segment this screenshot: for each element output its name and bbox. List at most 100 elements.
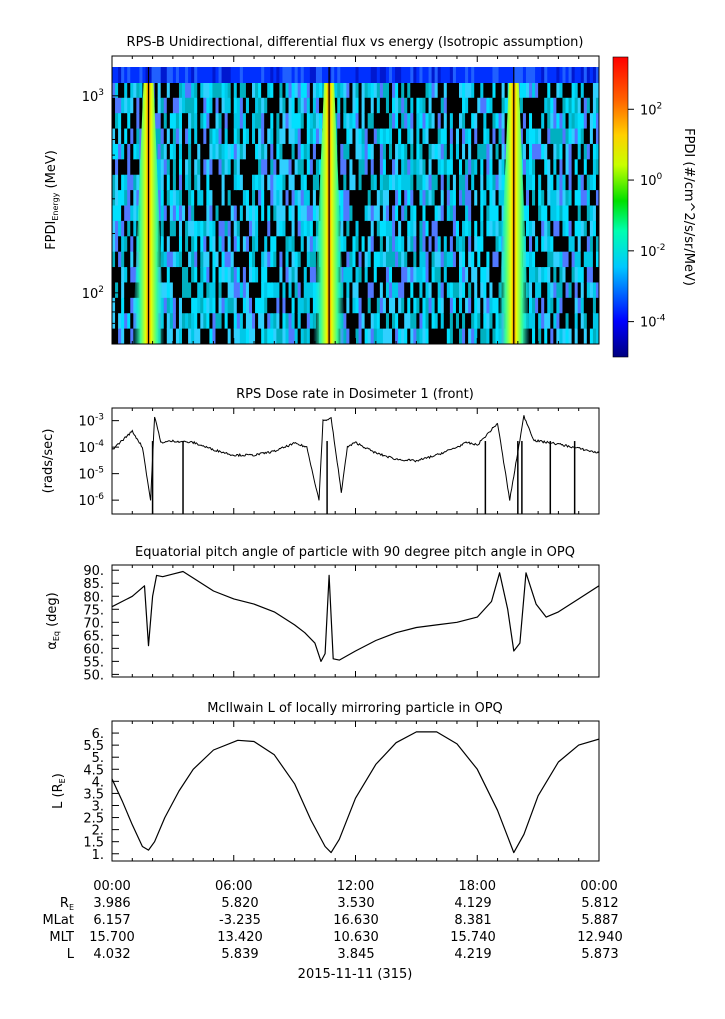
spectrogram-cell bbox=[364, 113, 369, 130]
spectrogram-cell bbox=[340, 128, 344, 145]
spectrogram-cell bbox=[303, 282, 308, 299]
spectrogram-cell bbox=[218, 282, 223, 299]
spectrogram-cell bbox=[212, 174, 217, 191]
spectrogram-cell bbox=[352, 220, 357, 237]
spectrogram-cell bbox=[595, 236, 599, 253]
spectrogram-cell bbox=[376, 236, 381, 253]
spectrogram-cell bbox=[532, 297, 536, 314]
spectrogram-cell bbox=[294, 205, 299, 222]
spectrogram-cell bbox=[565, 174, 570, 191]
spectrogram-cell bbox=[209, 174, 214, 191]
spectrogram-cell bbox=[492, 220, 497, 237]
spectrogram-cell bbox=[404, 159, 408, 176]
spectrogram-cell bbox=[279, 297, 284, 314]
spectrogram-cell bbox=[191, 282, 195, 299]
spectrogram-cell bbox=[398, 328, 402, 344]
spectrogram-cell bbox=[166, 251, 171, 268]
spectrogram-cell bbox=[559, 67, 564, 83]
spectrogram-cell bbox=[586, 236, 591, 253]
spectrogram-cell bbox=[413, 220, 417, 237]
spectrogram-cell bbox=[568, 205, 573, 222]
spectrogram-cell bbox=[501, 67, 506, 83]
spectrogram-cell bbox=[282, 174, 287, 191]
spectrogram-cell bbox=[288, 143, 293, 160]
spectrogram-cell bbox=[550, 113, 554, 130]
spectrogram-cell bbox=[185, 143, 189, 160]
spectrogram-cell bbox=[370, 97, 375, 114]
spectrogram-cell bbox=[252, 113, 256, 130]
spectrogram-cell bbox=[227, 297, 232, 314]
spectrogram-cell bbox=[477, 159, 481, 176]
spectrogram-cell bbox=[462, 220, 466, 237]
spectrogram-cell bbox=[227, 128, 232, 145]
spectrogram-cell bbox=[267, 297, 271, 314]
spectrogram-cell bbox=[413, 313, 417, 330]
spectrogram-cell bbox=[379, 143, 384, 160]
spectrogram-cell bbox=[294, 328, 299, 344]
spectrogram-cell bbox=[172, 282, 177, 299]
spectrogram-cell bbox=[586, 174, 591, 191]
spectrogram-cell bbox=[340, 113, 344, 130]
spectrogram-cell bbox=[422, 143, 427, 160]
spectrogram-cell bbox=[492, 159, 497, 176]
spectrogram-cell bbox=[175, 313, 180, 330]
spectrogram-cell bbox=[419, 267, 424, 284]
spectrogram-cell bbox=[166, 297, 171, 314]
spectrogram-cell bbox=[248, 67, 253, 83]
spectrogram-cell bbox=[163, 220, 168, 237]
spectrogram-cell bbox=[248, 267, 253, 284]
spectrogram-cell bbox=[273, 313, 277, 330]
spectrogram-cell bbox=[337, 128, 341, 145]
spectrogram-cell bbox=[118, 328, 122, 344]
spectrogram-cell bbox=[465, 97, 469, 114]
spectrogram-cell bbox=[258, 205, 262, 222]
spectrogram-cell bbox=[477, 97, 481, 114]
spectrogram-cell bbox=[395, 297, 399, 314]
spectrogram-cell bbox=[571, 113, 576, 130]
spectrogram-cell bbox=[586, 159, 591, 176]
spectrogram-cell bbox=[303, 159, 308, 176]
spectrogram-cell bbox=[279, 205, 284, 222]
spectrogram-cell bbox=[355, 282, 360, 299]
spectrogram-cell bbox=[227, 328, 232, 344]
spectrogram-cell bbox=[410, 159, 414, 176]
spectrogram-cell bbox=[115, 282, 119, 299]
spectrogram-cell bbox=[303, 313, 308, 330]
spectrogram-cell bbox=[510, 67, 515, 83]
spectrogram-cell bbox=[382, 67, 387, 83]
spectrogram-cell bbox=[568, 297, 573, 314]
spectrogram-cell bbox=[495, 190, 500, 207]
spectrogram-cell bbox=[200, 143, 204, 160]
spectrogram-cell bbox=[571, 128, 576, 145]
ephemeris-value: 5.839 bbox=[221, 947, 258, 962]
spectrogram-cell bbox=[233, 313, 238, 330]
spectrogram-cell bbox=[586, 143, 591, 160]
spectrogram-cell bbox=[188, 190, 192, 207]
spectrogram-cell bbox=[583, 174, 588, 191]
spectrogram-cell bbox=[233, 236, 238, 253]
spectrogram-cell bbox=[303, 143, 308, 160]
spectrogram-cell bbox=[279, 174, 284, 191]
spectrogram-cell bbox=[446, 67, 451, 83]
spectrogram-cell bbox=[477, 328, 481, 344]
spectrogram-cell bbox=[486, 159, 491, 176]
spectrogram-cell bbox=[218, 313, 223, 330]
spectrogram-cell bbox=[492, 297, 497, 314]
spectrogram-cell bbox=[367, 328, 372, 344]
spectrogram-cell bbox=[525, 236, 530, 253]
spectrogram-cell bbox=[178, 313, 183, 330]
spectrogram-cell bbox=[169, 236, 174, 253]
spectrogram-cell bbox=[133, 205, 137, 222]
spectrogram-cell bbox=[431, 205, 436, 222]
spectrogram-cell bbox=[267, 190, 271, 207]
spectrogram-cell bbox=[425, 236, 430, 253]
spectrogram-cell bbox=[318, 143, 323, 160]
spectrogram-cell bbox=[343, 251, 347, 268]
spectrogram-cell bbox=[446, 113, 451, 130]
spectrogram-cell bbox=[239, 82, 244, 99]
ephemeris-value: 6.157 bbox=[93, 913, 130, 928]
spectrogram-cell bbox=[343, 113, 347, 130]
spectrogram-cell bbox=[212, 267, 217, 284]
spectrogram-cell bbox=[264, 159, 268, 176]
spectrogram-cell bbox=[465, 236, 469, 253]
